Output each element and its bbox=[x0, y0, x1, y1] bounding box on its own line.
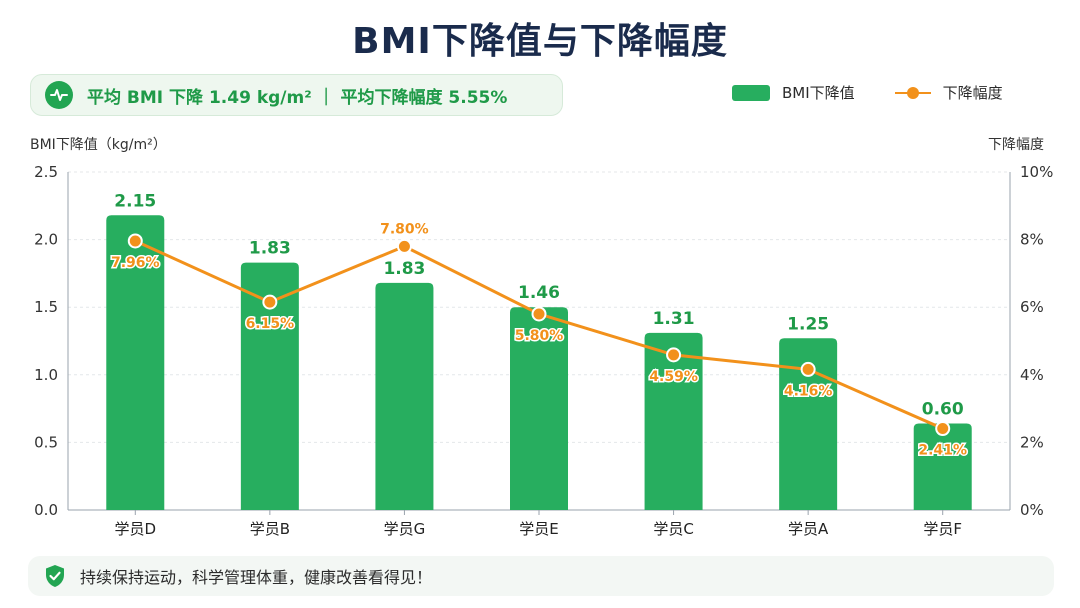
y-tick-label-left: 1.5 bbox=[34, 298, 58, 316]
line-value-label-halo: 7.96% bbox=[111, 255, 160, 271]
legend-bar-swatch bbox=[732, 84, 770, 101]
bar-value-label: 2.15 bbox=[114, 191, 156, 211]
heartbeat-icon bbox=[45, 81, 73, 109]
x-tick-label: 学员A bbox=[788, 520, 829, 538]
line-value-label: 4.59% bbox=[649, 369, 698, 385]
line-point bbox=[666, 347, 682, 363]
line-value-label: 4.16% bbox=[784, 383, 833, 399]
summary-text: 平均 BMI 下降 1.49 kg/m² ｜ 平均下降幅度 5.55% bbox=[87, 87, 508, 108]
line-value-label: 6.15% bbox=[246, 316, 295, 332]
bar-value-label: 1.25 bbox=[787, 314, 829, 334]
y-axis-title-left: BMI下降值（kg/m²） bbox=[30, 137, 167, 153]
y-tick-label-right: 6% bbox=[1020, 298, 1044, 316]
line-value-label-halo: 6.15% bbox=[246, 316, 295, 332]
line-value-label: 7.80% bbox=[380, 221, 429, 237]
line-value-label: 2.41% bbox=[918, 443, 967, 459]
legend-line-swatch bbox=[894, 85, 931, 101]
bar bbox=[779, 338, 838, 510]
legend: BMI下降值 下降幅度 bbox=[732, 82, 1003, 103]
line-point bbox=[800, 361, 816, 377]
bar-value-label: 0.60 bbox=[922, 399, 964, 419]
y-tick-label-left: 0.5 bbox=[34, 433, 58, 451]
line-value-label-halo: 4.16% bbox=[784, 383, 833, 399]
footer-banner: 持续保持运动，科学管理体重，健康改善看得见！ bbox=[28, 556, 1054, 596]
chart-plot: 0.0 0.5 1.0 1.5 2.0 2.5 0% 2% 4% 6% 8% 10% 2.15 1.83 1… bbox=[34, 163, 1053, 538]
line-value-label: 5.80% bbox=[515, 328, 564, 344]
bar bbox=[510, 307, 568, 510]
y-tick-label-right: 8% bbox=[1020, 231, 1044, 249]
bar-value-label: 1.31 bbox=[653, 309, 695, 329]
bar-value-label: 1.46 bbox=[518, 283, 560, 303]
line-point bbox=[935, 421, 951, 437]
bar bbox=[240, 262, 299, 510]
y-tick-label-right: 4% bbox=[1020, 366, 1044, 384]
x-tick-label: 学员C bbox=[653, 520, 693, 538]
y-tick-label-right: 10% bbox=[1020, 163, 1053, 181]
y-tick-label-right: 2% bbox=[1020, 433, 1044, 451]
line-value-label-halo: 2.41% bbox=[918, 443, 967, 459]
bar bbox=[106, 215, 165, 510]
x-tick-label: 学员F bbox=[923, 520, 962, 538]
bar bbox=[644, 332, 703, 510]
line-point bbox=[262, 294, 278, 310]
chart-title: BMI下降值与下降幅度 bbox=[352, 21, 728, 62]
line-value-label-halo: 5.80% bbox=[515, 328, 564, 344]
footer-message: 持续保持运动，科学管理体重，健康改善看得见！ bbox=[80, 568, 433, 587]
bar-value-label: 1.83 bbox=[383, 259, 425, 279]
line-point bbox=[531, 306, 547, 322]
y-tick-label-left: 2.0 bbox=[34, 231, 58, 249]
line-value-label: 7.96% bbox=[111, 255, 160, 271]
summary-banner: 平均 BMI 下降 1.49 kg/m² ｜ 平均下降幅度 5.55% bbox=[30, 74, 563, 116]
bar bbox=[913, 423, 972, 510]
line-point bbox=[127, 233, 143, 249]
legend-bar-label: BMI下降值 bbox=[782, 84, 855, 102]
y-axis-title-right: 下降幅度 bbox=[988, 137, 1044, 153]
line-value-label-halo: 4.59% bbox=[649, 369, 698, 385]
legend-line-label: 下降幅度 bbox=[942, 84, 1003, 102]
x-tick-label: 学员E bbox=[519, 520, 558, 538]
line-point bbox=[396, 238, 412, 254]
x-tick-label: 学员G bbox=[384, 520, 426, 538]
x-tick-label: 学员D bbox=[115, 520, 157, 538]
bar-value-label: 1.83 bbox=[249, 239, 291, 259]
bar bbox=[375, 282, 434, 510]
y-tick-label-left: 1.0 bbox=[34, 366, 58, 384]
shield-check-icon bbox=[46, 565, 64, 587]
y-tick-label-right: 0% bbox=[1020, 501, 1044, 519]
x-tick-label: 学员B bbox=[250, 520, 290, 538]
y-tick-label-left: 2.5 bbox=[34, 163, 58, 181]
y-tick-label-left: 0.0 bbox=[34, 501, 58, 519]
